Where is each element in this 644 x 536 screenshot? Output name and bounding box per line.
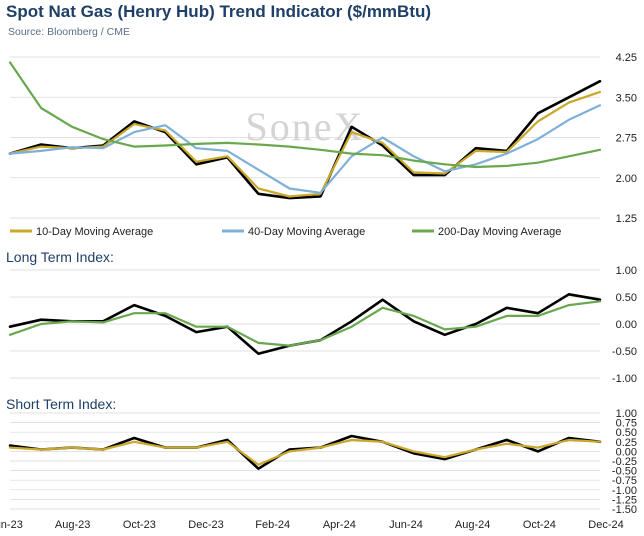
y-tick-label: 2.00 [616, 173, 637, 185]
legend-label: 10-Day Moving Average [36, 226, 153, 238]
x-tick-label: Dec-24 [588, 519, 623, 531]
legend-label: 40-Day Moving Average [248, 226, 365, 238]
y-tick-label: 0.50 [616, 292, 637, 304]
x-tick-label: Feb-24 [255, 519, 290, 531]
series-line-ma10 [8, 438, 602, 466]
y-tick-label: 4.25 [616, 52, 637, 64]
y-tick-label: 3.50 [616, 92, 637, 104]
short-term-index-title: Short Term Index: [6, 396, 117, 412]
y-tick-label: 0.75 [616, 418, 637, 430]
y-tick-label: -0.75 [612, 475, 637, 487]
y-tick-label: -1.00 [612, 373, 637, 385]
source-note: Source: Bloomberg / CME [8, 26, 130, 38]
y-tick-label: -1.25 [612, 494, 637, 506]
x-tick-label: Dec-23 [188, 519, 223, 531]
y-tick-label: -1.50 [612, 504, 637, 516]
y-tick-label: 1.25 [616, 213, 637, 225]
y-tick-label: 0.00 [616, 319, 637, 331]
y-tick-label: 2.75 [616, 133, 637, 145]
y-tick-label: 0.00 [616, 446, 637, 458]
x-tick-label: Jun-23 [0, 519, 23, 531]
x-tick-label: Aug-23 [55, 519, 90, 531]
x-tick-label: Jun-24 [389, 519, 423, 531]
x-tick-label: Oct-24 [523, 519, 556, 531]
x-tick-label: Oct-23 [123, 519, 156, 531]
y-tick-label: -0.50 [612, 466, 637, 478]
x-tick-label: Apr-24 [323, 519, 356, 531]
x-tick-label: Aug-24 [455, 519, 490, 531]
y-tick-label: 0.50 [616, 427, 637, 439]
series-line-ma200 [8, 61, 602, 169]
watermark-text: SoneX [246, 104, 365, 149]
series-line-ma40 [8, 104, 602, 194]
y-tick-label: 1.00 [616, 408, 637, 420]
series-line-price [8, 434, 602, 471]
y-tick-label: 0.25 [616, 437, 637, 449]
y-tick-label: 1.00 [616, 265, 637, 277]
chart-title: Spot Nat Gas (Henry Hub) Trend Indicator… [6, 2, 432, 21]
long-term-index-title: Long Term Index: [6, 249, 114, 265]
series-line-ma10 [8, 90, 602, 198]
y-tick-label: -0.25 [612, 456, 637, 468]
series-line-price [8, 79, 602, 200]
series-line-ma200 [8, 300, 602, 347]
legend-label: 200-Day Moving Average [438, 226, 561, 238]
y-tick-label: -1.00 [612, 485, 637, 497]
y-tick-label: -0.50 [612, 346, 637, 358]
